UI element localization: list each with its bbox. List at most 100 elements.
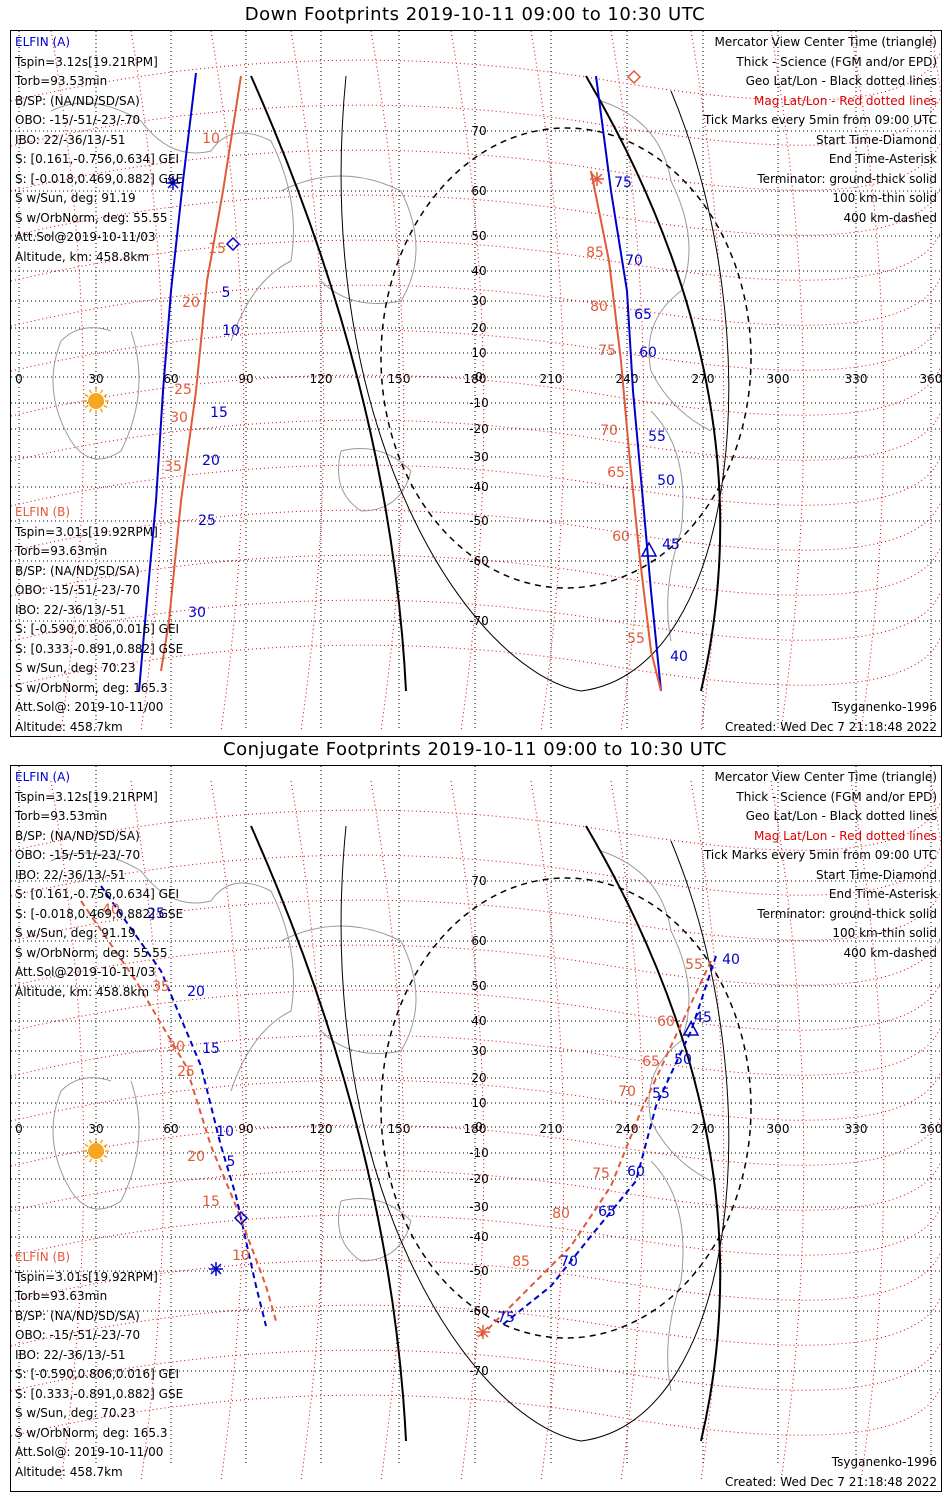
mag-meridian bbox=[50, 31, 85, 732]
elfin-a-tick-label: 45 bbox=[662, 537, 680, 553]
terminator-100km bbox=[340, 825, 730, 1442]
lat-tick-label: 40 bbox=[471, 264, 486, 278]
sun-ray bbox=[103, 1143, 108, 1148]
sun-ray bbox=[99, 389, 104, 394]
sun-ray bbox=[103, 393, 108, 398]
asterisk-stroke bbox=[167, 177, 179, 189]
end-asterisk-icon bbox=[166, 176, 180, 190]
mag-meridian bbox=[530, 780, 565, 1482]
lat-tick-label: 10 bbox=[471, 346, 486, 360]
legend-conj: Mercator View Center Time (triangle) Thi… bbox=[703, 770, 937, 960]
elfin-a-track-east bbox=[595, 75, 662, 692]
elfin-a-tick-label: 25 bbox=[198, 513, 216, 529]
elfin-a-tick-label: 20 bbox=[202, 453, 220, 469]
lat-tick-label: 30 bbox=[471, 1044, 486, 1058]
sun-icon bbox=[83, 388, 109, 414]
coastline bbox=[52, 327, 140, 460]
lon-tick-label: 120 bbox=[310, 372, 333, 386]
terminator-100km bbox=[340, 75, 730, 692]
model-label-conj: Tsyganenko-1996 bbox=[831, 1455, 937, 1469]
lat-tick-label: 20 bbox=[471, 1071, 486, 1085]
start-diamond-icon bbox=[233, 1210, 249, 1226]
lon-tick-label: 210 bbox=[540, 1122, 563, 1136]
coastline bbox=[280, 175, 417, 304]
elfin-a-tick-label: 60 bbox=[639, 345, 657, 361]
lon-tick-label: 90 bbox=[238, 1122, 253, 1136]
elfin-a-tick-label: 65 bbox=[634, 307, 652, 323]
lat-tick-label: 60 bbox=[471, 934, 486, 948]
lon-tick-label: 60 bbox=[163, 372, 178, 386]
lat-tick-label: 0 bbox=[475, 370, 483, 384]
elfin-b-conj-tick-label: 15 bbox=[202, 1194, 220, 1210]
mag-meridian bbox=[770, 780, 805, 1482]
sun-ray bbox=[99, 408, 104, 413]
sun-icon bbox=[83, 1138, 109, 1164]
elfin-b-conj-tick-label: 70 bbox=[618, 1084, 636, 1100]
elfin-b-conj-tick-label: 85 bbox=[512, 1254, 530, 1270]
lat-tick-label: -30 bbox=[469, 1200, 489, 1214]
model-info: Tsyganenko-1996 Created: Wed Dec 7 21:18… bbox=[725, 698, 937, 736]
conj-map: 0 30 60 90 120 150 180 210 240 270 300 330 360706050… bbox=[11, 766, 941, 1482]
elfin-b-conj-tick-label: 60 bbox=[657, 1014, 675, 1030]
mag-meridian bbox=[610, 780, 645, 1482]
terminator-ground bbox=[250, 75, 407, 692]
lon-tick-label: 240 bbox=[616, 372, 639, 386]
end-asterisk-icon bbox=[590, 172, 604, 186]
lon-tick-label: 150 bbox=[388, 372, 411, 386]
sun-ray bbox=[84, 1143, 89, 1148]
lon-tick-label: 270 bbox=[692, 372, 715, 386]
lat-tick-label: 50 bbox=[471, 979, 486, 993]
elfin-b-track-east bbox=[590, 170, 662, 692]
start-diamond-icon bbox=[626, 69, 642, 85]
elfin-b-name-conj: ELFIN (B) bbox=[15, 1250, 71, 1264]
elfin-a-conj-tick-label: 55 bbox=[652, 1086, 670, 1102]
lon-tick-label: 300 bbox=[767, 1122, 790, 1136]
elfin-b-tick-label: 85 bbox=[586, 245, 604, 261]
elfin-a-conj-tick-label: 20 bbox=[187, 984, 205, 1000]
sun-ray bbox=[88, 1139, 93, 1144]
elfin-a-tick-label: 40 bbox=[670, 649, 688, 665]
mag-meridian bbox=[370, 780, 405, 1482]
lon-tick-label: 30 bbox=[88, 1122, 103, 1136]
elfin-a-conj-tick-label: 45 bbox=[694, 1010, 712, 1026]
terminator-ground bbox=[585, 75, 722, 692]
elfin-b-tick-label: 55 bbox=[627, 631, 645, 647]
elfin-b-tick-label: 10 bbox=[202, 131, 220, 147]
lon-tick-label: 330 bbox=[845, 372, 868, 386]
lat-tick-label: 70 bbox=[471, 874, 486, 888]
terminator-ground bbox=[250, 825, 407, 1442]
elfin-b-conj-tick-label: 75 bbox=[592, 1166, 610, 1182]
elfin-a-tick-label: 75 bbox=[614, 175, 632, 191]
model-label: Tsyganenko-1996 bbox=[831, 700, 937, 714]
elfin-a-conj-tick-label: 70 bbox=[560, 1254, 578, 1270]
mag-meridian bbox=[850, 31, 885, 732]
lon-tick-label: 240 bbox=[616, 1122, 639, 1136]
elfin-b-conj-track-east bbox=[480, 960, 712, 1337]
elfin-a-info-conj: ELFIN (A) Tspin=3.12s[19.21RPM] Torb=93.… bbox=[15, 770, 184, 999]
elfin-b-tick-label: 20 bbox=[182, 295, 200, 311]
model-info-conj: Tsyganenko-1996 Created: Wed Dec 7 21:18… bbox=[724, 1453, 937, 1491]
mag-meridian bbox=[290, 780, 325, 1482]
lon-tick-label: 360 bbox=[920, 1122, 941, 1136]
elfin-b-tick-label: 65 bbox=[607, 465, 625, 481]
lon-tick-label: 300 bbox=[767, 372, 790, 386]
sun-ray bbox=[103, 404, 108, 409]
lon-tick-label: 180 bbox=[464, 372, 487, 386]
asterisk-stroke bbox=[591, 173, 603, 185]
lat-tick-label: -40 bbox=[469, 480, 489, 494]
coastline bbox=[650, 1160, 684, 1392]
center-triangle-icon bbox=[640, 541, 658, 557]
sun-ray bbox=[88, 1158, 93, 1163]
elfin-a-tick-label: 5 bbox=[222, 285, 231, 301]
created-label-conj: Created: Wed Dec 7 21:18:48 2022 bbox=[724, 1474, 937, 1489]
sun-ray bbox=[84, 393, 89, 398]
elfin-a-tick-label: 50 bbox=[657, 473, 675, 489]
lat-tick-label: 20 bbox=[471, 321, 486, 335]
coastline bbox=[50, 102, 294, 342]
elfin-a-conj-tick-label: 50 bbox=[674, 1052, 692, 1068]
elfin-b-conj-tick-label: 65 bbox=[642, 1054, 660, 1070]
mag-meridian bbox=[610, 31, 645, 732]
terminator-ground bbox=[585, 825, 722, 1442]
lat-tick-label: -50 bbox=[469, 1264, 489, 1278]
elfin-b-tick-label: 70 bbox=[600, 423, 618, 439]
